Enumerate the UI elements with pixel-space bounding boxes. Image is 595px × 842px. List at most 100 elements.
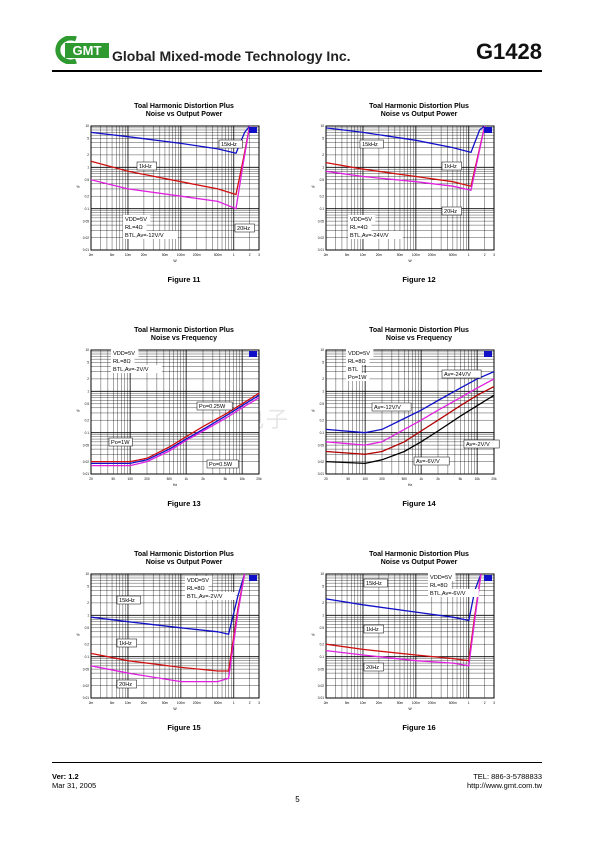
y-tick-label: 0.1 bbox=[320, 655, 325, 659]
y-tick-label: 0.01 bbox=[83, 472, 89, 476]
figure-caption: Figure 16 bbox=[402, 723, 436, 732]
chart-annotation: RL=8Ω bbox=[348, 359, 366, 365]
chart-annotation: BTL,Av=-2V/V bbox=[113, 367, 149, 373]
chart-annotation: VDD=5V bbox=[348, 351, 370, 357]
x-tick-label: 200 bbox=[379, 477, 385, 481]
chart-plot: 20 50 100 200 500 1k 2k 5k 10k 20k 10 5 2 1 0.5 0.2 0.1 0… bbox=[311, 348, 500, 487]
y-tick-label: 0.2 bbox=[320, 642, 325, 646]
y-tick-label: 0.2 bbox=[85, 418, 90, 422]
label-bg bbox=[111, 357, 135, 365]
x-tick-label: 100m bbox=[412, 701, 420, 705]
chart-annotation: BTL bbox=[348, 367, 358, 373]
series-line bbox=[90, 125, 251, 210]
x-tick-label: 5k bbox=[224, 477, 228, 481]
chart-annotation: 1kHz bbox=[139, 164, 152, 170]
label-bg bbox=[346, 373, 370, 381]
series-line bbox=[325, 386, 495, 455]
chart-annotation: VDD=5V bbox=[430, 575, 452, 581]
y-tick-label: 2 bbox=[322, 377, 324, 381]
y-tick-label: 0.01 bbox=[83, 248, 89, 252]
chart-subtitle: Noise vs Output Power bbox=[145, 559, 223, 566]
label-box bbox=[363, 578, 388, 588]
label-bg bbox=[123, 231, 178, 239]
chart-annotation: Av=-6V/V bbox=[416, 459, 440, 465]
x-axis-label: W bbox=[408, 259, 412, 263]
footer-right: TEL: 886-3-5788833 http://www.gmt.com.tw bbox=[466, 772, 542, 790]
chart-annotation: 15kHz bbox=[366, 581, 382, 587]
chart-figure-11: Toal Harmonic Distortion Plus Noise vs O… bbox=[73, 103, 295, 288]
corner-marker bbox=[249, 575, 257, 581]
x-axis-label: W bbox=[408, 707, 412, 711]
x-tick-label: 500 bbox=[402, 477, 408, 481]
x-tick-label: 20m bbox=[141, 701, 148, 705]
x-axis-label: Hz bbox=[408, 483, 413, 487]
x-tick-label: 5m bbox=[110, 253, 115, 257]
chart-annotation: BTL,Av=-12V/V bbox=[125, 233, 164, 239]
chart-annotation: Av=-24V/V bbox=[444, 372, 471, 378]
y-tick-label: 2 bbox=[87, 377, 89, 381]
figure-caption: Figure 13 bbox=[167, 499, 201, 508]
chart-annotation: 1kHz bbox=[119, 641, 132, 647]
chart-annotation: RL=4Ω bbox=[350, 225, 368, 231]
label-box bbox=[441, 206, 462, 216]
corner-marker bbox=[484, 351, 492, 357]
x-axis-label: Hz bbox=[173, 483, 178, 487]
chart-subtitle: Noise vs Output Power bbox=[145, 111, 223, 118]
footer-rule bbox=[52, 762, 542, 763]
x-tick-label: 1k bbox=[184, 477, 188, 481]
y-tick-label: 10 bbox=[320, 348, 324, 352]
figure-caption: Figure 15 bbox=[167, 723, 201, 732]
y-axis-label: % bbox=[311, 185, 314, 189]
y-tick-label: 0.02 bbox=[318, 460, 324, 464]
y-tick-label: 0.1 bbox=[320, 431, 325, 435]
x-tick-label: 1 bbox=[468, 253, 470, 257]
series-line bbox=[91, 397, 260, 467]
page-number: 5 bbox=[295, 795, 300, 804]
x-tick-label: 50 bbox=[347, 477, 351, 481]
chart-annotation: RL=8Ω bbox=[430, 583, 448, 589]
x-tick-label: 20k bbox=[491, 477, 497, 481]
label-bg bbox=[123, 215, 151, 223]
y-tick-label: 10 bbox=[320, 572, 324, 576]
x-tick-label: 200m bbox=[193, 253, 201, 257]
x-tick-label: 20k bbox=[256, 477, 262, 481]
x-tick-label: 1 bbox=[233, 253, 235, 257]
chart-annotation: VDD=5V bbox=[187, 578, 209, 584]
x-tick-label: 5m bbox=[345, 253, 350, 257]
y-tick-label: 5 bbox=[322, 137, 324, 141]
y-tick-label: 0.02 bbox=[318, 684, 324, 688]
x-tick-label: 2 bbox=[249, 701, 251, 705]
x-tick-label: 50m bbox=[397, 253, 404, 257]
y-tick-label: 0.01 bbox=[318, 472, 324, 476]
label-box bbox=[441, 161, 462, 171]
x-tick-label: 10m bbox=[125, 701, 132, 705]
url-link[interactable]: http://www.gmt.com.tw bbox=[466, 780, 542, 790]
x-tick-label: 500m bbox=[214, 701, 222, 705]
x-tick-label: 2m bbox=[324, 253, 329, 257]
x-tick-label: 2k bbox=[201, 477, 205, 481]
chart-title: Toal Harmonic Distortion Plus bbox=[369, 103, 469, 110]
y-tick-label: 0.02 bbox=[83, 460, 89, 464]
x-tick-label: 500m bbox=[449, 701, 457, 705]
label-bg bbox=[346, 357, 370, 365]
label-bg bbox=[348, 223, 372, 231]
chart-annotation: VDD=5V bbox=[350, 217, 372, 223]
label-bg bbox=[123, 223, 147, 231]
x-tick-label: 5m bbox=[345, 701, 350, 705]
x-tick-label: 50m bbox=[162, 701, 169, 705]
x-tick-label: 10m bbox=[360, 253, 367, 257]
y-tick-label: 2 bbox=[322, 601, 324, 605]
label-box bbox=[136, 161, 157, 171]
label-box bbox=[371, 402, 412, 412]
x-tick-label: 1 bbox=[233, 701, 235, 705]
chart-plot: 20 50 100 200 500 1k 2k 5k 10k 20k 10 5 2 1 0.5 0.2 0.1 0… bbox=[76, 348, 262, 487]
chart-subtitle: Noise vs Output Power bbox=[380, 559, 458, 566]
y-tick-label: 0.5 bbox=[320, 178, 325, 182]
label-bg bbox=[346, 365, 362, 373]
chart-figure-14: Toal Harmonic Distortion Plus Noise vs F… bbox=[308, 327, 530, 512]
y-tick-label: 5 bbox=[87, 585, 89, 589]
x-tick-label: 20m bbox=[141, 253, 148, 257]
x-tick-label: 2k bbox=[436, 477, 440, 481]
x-tick-label: 3 bbox=[258, 701, 260, 705]
y-tick-label: 10 bbox=[85, 124, 89, 128]
